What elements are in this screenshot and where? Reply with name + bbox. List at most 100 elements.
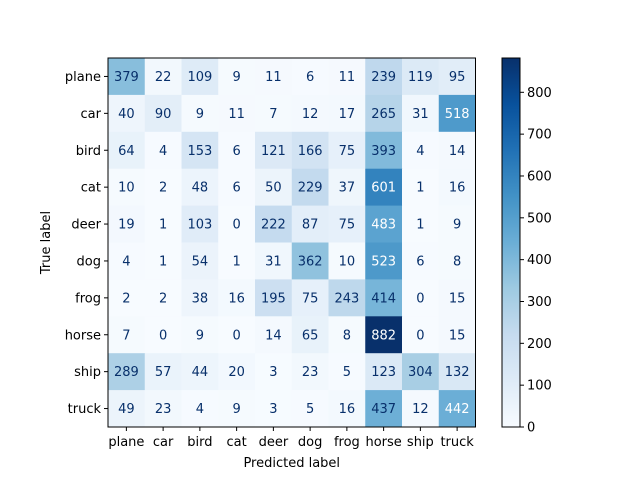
heatmap-cell bbox=[291, 168, 329, 206]
cell-value-label: 8 bbox=[343, 328, 351, 343]
heatmap-cell bbox=[291, 94, 329, 133]
cell-value-label: 11 bbox=[265, 70, 282, 85]
cell-value-label: 132 bbox=[445, 365, 470, 380]
cell-value-label: 10 bbox=[118, 181, 135, 196]
cell-value-label: 8 bbox=[453, 254, 461, 269]
cell-value-label: 0 bbox=[232, 328, 240, 343]
cell-value-label: 4 bbox=[416, 144, 424, 159]
cell-value-label: 15 bbox=[449, 291, 466, 306]
heatmap-cell bbox=[218, 168, 256, 206]
heatmap-cell bbox=[365, 168, 403, 206]
cell-value-label: 109 bbox=[187, 70, 212, 85]
cell-value-label: 50 bbox=[265, 181, 282, 196]
heatmap-cell bbox=[365, 58, 403, 96]
cell-value-label: 17 bbox=[339, 107, 356, 122]
heatmap-cell bbox=[438, 168, 476, 206]
heatmap-cell bbox=[255, 168, 293, 206]
x-tick-label: car bbox=[153, 435, 174, 450]
cell-value-label: 0 bbox=[416, 291, 424, 306]
heatmap-cell bbox=[144, 168, 182, 206]
y-axis-ticks: plane car bird cat deer dog frog horse ship truck bbox=[65, 70, 108, 417]
x-tick-label: deer bbox=[259, 435, 289, 450]
heatmap-cell bbox=[144, 279, 182, 317]
cell-value-label: 3 bbox=[269, 402, 277, 417]
cell-value-label: 483 bbox=[371, 218, 396, 233]
heatmap-cell bbox=[328, 58, 366, 96]
cell-value-label: 20 bbox=[228, 365, 245, 380]
heatmap-cell bbox=[108, 94, 146, 133]
colorbar-tick-label: 500 bbox=[527, 211, 552, 226]
cell-value-label: 10 bbox=[339, 254, 356, 269]
cell-value-label: 75 bbox=[302, 291, 319, 306]
colorbar-tick-label: 600 bbox=[527, 169, 552, 184]
y-tick-label: plane bbox=[65, 70, 101, 85]
colorbar-tick-label: 300 bbox=[527, 295, 552, 310]
cell-value-label: 2 bbox=[159, 181, 167, 196]
cell-value-label: 123 bbox=[371, 365, 396, 380]
heatmap-cell bbox=[328, 353, 366, 391]
x-tick-label: ship bbox=[407, 435, 434, 450]
heatmap-cell bbox=[218, 390, 256, 428]
heatmap-cell bbox=[365, 205, 403, 243]
cell-value-label: 362 bbox=[298, 254, 323, 269]
heatmap-cell bbox=[255, 279, 293, 317]
cell-value-label: 0 bbox=[159, 328, 167, 343]
heatmap-cell bbox=[328, 94, 366, 133]
heatmap-cell bbox=[108, 58, 146, 96]
heatmap-cell bbox=[402, 168, 440, 206]
y-tick-label: truck bbox=[68, 402, 102, 417]
heatmap-cell bbox=[402, 316, 440, 354]
heatmap-cell bbox=[291, 316, 329, 354]
cell-value-label: 7 bbox=[269, 107, 277, 122]
heatmap-cell bbox=[181, 316, 219, 354]
y-tick-label: car bbox=[81, 107, 102, 122]
heatmap-cell bbox=[144, 316, 182, 354]
plot-frame bbox=[107, 57, 476, 428]
heatmap-cells bbox=[108, 58, 476, 428]
heatmap-cell bbox=[438, 242, 476, 280]
cell-value-label: 14 bbox=[449, 144, 466, 159]
heatmap-cell bbox=[255, 58, 293, 96]
y-tick-label: horse bbox=[65, 328, 101, 343]
cell-value-label: 1 bbox=[416, 218, 424, 233]
cell-value-label: 23 bbox=[155, 402, 172, 417]
cell-value-label: 9 bbox=[196, 328, 204, 343]
heatmap-cell bbox=[402, 94, 440, 133]
heatmap-cell bbox=[438, 316, 476, 354]
heatmap-cell bbox=[144, 205, 182, 243]
heatmap-cell bbox=[438, 58, 476, 96]
cell-value-label: 103 bbox=[187, 218, 212, 233]
heatmap-cell bbox=[255, 94, 293, 133]
cell-value-label: 0 bbox=[232, 218, 240, 233]
cell-value-label: 9 bbox=[232, 402, 240, 417]
heatmap-cell bbox=[438, 94, 476, 133]
cell-value-label: 2 bbox=[159, 291, 167, 306]
heatmap-cell bbox=[255, 390, 293, 428]
cell-value-label: 195 bbox=[261, 291, 286, 306]
heatmap-cell bbox=[144, 242, 182, 280]
heatmap-cell bbox=[108, 131, 146, 170]
cell-value-label: 75 bbox=[339, 218, 356, 233]
cell-value-label: 22 bbox=[155, 70, 172, 85]
colorbar-ticks: 0 100 200 300 400 500 600 700 800 bbox=[520, 86, 552, 436]
heatmap-cell bbox=[218, 353, 256, 391]
cell-value-label: 11 bbox=[339, 70, 356, 85]
y-axis-label: True label bbox=[39, 211, 54, 275]
heatmap-cell bbox=[438, 131, 476, 170]
heatmap-cell bbox=[255, 242, 293, 280]
cell-value-label: 239 bbox=[371, 70, 396, 85]
heatmap-cell bbox=[218, 94, 256, 133]
heatmap-cell bbox=[108, 353, 146, 391]
x-axis-ticks: plane car bird cat deer dog frog horse ship truck bbox=[108, 427, 474, 450]
cell-value-label: 5 bbox=[343, 365, 351, 380]
cell-value-label: 222 bbox=[261, 218, 286, 233]
heatmap-cell bbox=[438, 279, 476, 317]
heatmap-cell bbox=[108, 390, 146, 428]
cell-value-label: 44 bbox=[192, 365, 209, 380]
heatmap-cell bbox=[365, 242, 403, 280]
cell-value-label: 153 bbox=[187, 144, 212, 159]
cell-value-label: 57 bbox=[155, 365, 172, 380]
cell-value-label: 379 bbox=[114, 70, 139, 85]
colorbar-tick-label: 400 bbox=[527, 253, 552, 268]
